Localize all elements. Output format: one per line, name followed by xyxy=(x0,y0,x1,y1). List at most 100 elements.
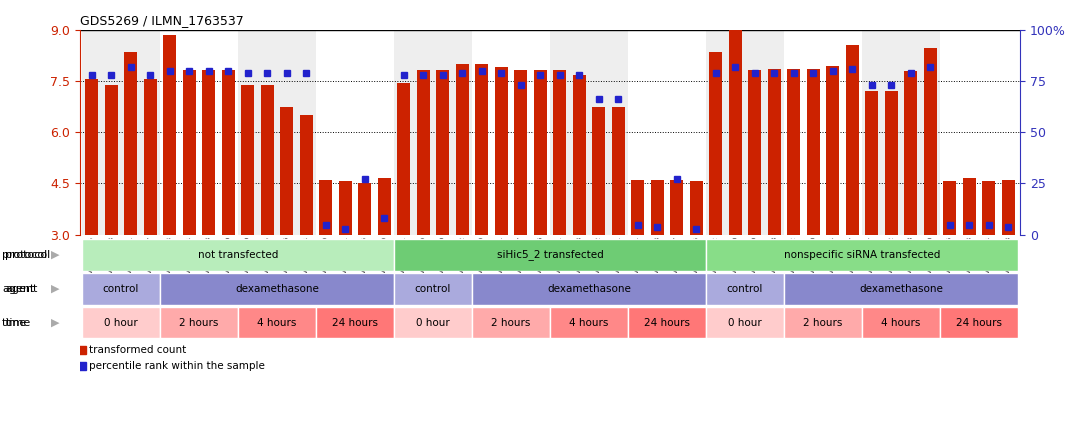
Text: dexamethasone: dexamethasone xyxy=(859,284,943,294)
Text: siHic5_2 transfected: siHic5_2 transfected xyxy=(497,250,603,260)
Text: time: time xyxy=(2,318,28,327)
Bar xyxy=(417,70,429,235)
Bar xyxy=(394,239,706,271)
Text: 24 hours: 24 hours xyxy=(956,318,1002,327)
Text: 2 hours: 2 hours xyxy=(179,318,219,327)
Bar xyxy=(397,82,410,235)
Bar xyxy=(572,75,585,235)
Bar xyxy=(82,273,160,305)
Text: agent: agent xyxy=(2,284,34,294)
Bar xyxy=(475,64,488,235)
Bar xyxy=(394,30,472,235)
Text: percentile rank within the sample: percentile rank within the sample xyxy=(90,361,265,371)
Bar xyxy=(550,307,628,338)
Bar xyxy=(222,70,235,235)
Bar xyxy=(827,66,839,235)
Bar xyxy=(862,30,940,235)
Text: protocol: protocol xyxy=(2,250,47,260)
Bar xyxy=(85,79,98,235)
Text: control: control xyxy=(727,284,764,294)
Bar xyxy=(706,307,784,338)
Bar xyxy=(650,180,663,235)
Bar xyxy=(628,307,706,338)
Bar xyxy=(862,307,940,338)
Bar xyxy=(709,52,722,235)
Bar xyxy=(690,181,703,235)
Bar xyxy=(238,307,316,338)
Text: agent: agent xyxy=(5,284,37,294)
Text: 4 hours: 4 hours xyxy=(881,318,921,327)
Text: 24 hours: 24 hours xyxy=(332,318,378,327)
Text: dexamethasone: dexamethasone xyxy=(235,284,319,294)
Bar xyxy=(160,307,238,338)
Text: ▶: ▶ xyxy=(51,284,60,294)
Bar xyxy=(593,107,606,235)
Bar xyxy=(846,45,859,235)
Bar xyxy=(515,70,528,235)
Bar xyxy=(943,181,956,235)
Bar xyxy=(394,307,472,338)
Bar xyxy=(281,107,293,235)
Bar xyxy=(472,307,550,338)
Text: 4 hours: 4 hours xyxy=(257,318,297,327)
Bar xyxy=(105,85,117,235)
Bar xyxy=(339,181,351,235)
Bar xyxy=(1002,180,1015,235)
Bar xyxy=(729,14,741,235)
Text: control: control xyxy=(103,284,139,294)
Bar xyxy=(706,30,784,235)
Text: 0 hour: 0 hour xyxy=(105,318,138,327)
Text: 24 hours: 24 hours xyxy=(644,318,690,327)
Text: time: time xyxy=(5,318,31,327)
Bar xyxy=(394,273,472,305)
Bar xyxy=(319,180,332,235)
Bar xyxy=(456,64,469,235)
Bar xyxy=(494,67,507,235)
Bar xyxy=(706,273,784,305)
Bar xyxy=(550,30,628,235)
Text: ▶: ▶ xyxy=(51,318,60,327)
Bar xyxy=(631,180,644,235)
Text: transformed count: transformed count xyxy=(90,345,187,355)
Bar xyxy=(144,79,157,235)
Bar xyxy=(983,181,995,235)
Bar xyxy=(82,307,160,338)
Bar xyxy=(885,91,897,235)
Bar xyxy=(82,239,394,271)
Bar xyxy=(865,91,878,235)
Text: 0 hour: 0 hour xyxy=(417,318,450,327)
Text: 2 hours: 2 hours xyxy=(491,318,531,327)
Bar xyxy=(706,239,1018,271)
Bar xyxy=(241,85,254,235)
Bar xyxy=(553,70,566,235)
Bar xyxy=(238,30,316,235)
Bar xyxy=(940,307,1018,338)
Bar xyxy=(300,115,313,235)
Bar xyxy=(125,52,137,235)
Bar xyxy=(472,273,706,305)
Bar xyxy=(924,48,937,235)
Text: dexamethasone: dexamethasone xyxy=(547,284,631,294)
Bar xyxy=(784,307,862,338)
Bar xyxy=(787,69,800,235)
Text: ▶: ▶ xyxy=(51,250,60,260)
Text: 0 hour: 0 hour xyxy=(728,318,761,327)
Bar xyxy=(784,273,1018,305)
Bar xyxy=(316,307,394,338)
Text: 2 hours: 2 hours xyxy=(803,318,843,327)
Text: control: control xyxy=(414,284,451,294)
Bar xyxy=(807,69,819,235)
Bar xyxy=(437,70,450,235)
Bar xyxy=(378,179,391,235)
Bar xyxy=(163,35,176,235)
Bar xyxy=(534,70,547,235)
Bar xyxy=(612,107,625,235)
Bar xyxy=(183,70,195,235)
Bar xyxy=(671,180,684,235)
Bar xyxy=(203,70,215,235)
Text: GDS5269 / ILMN_1763537: GDS5269 / ILMN_1763537 xyxy=(80,14,244,27)
Text: 4 hours: 4 hours xyxy=(569,318,609,327)
Bar xyxy=(768,69,781,235)
Text: not transfected: not transfected xyxy=(198,250,279,260)
Bar xyxy=(261,85,273,235)
